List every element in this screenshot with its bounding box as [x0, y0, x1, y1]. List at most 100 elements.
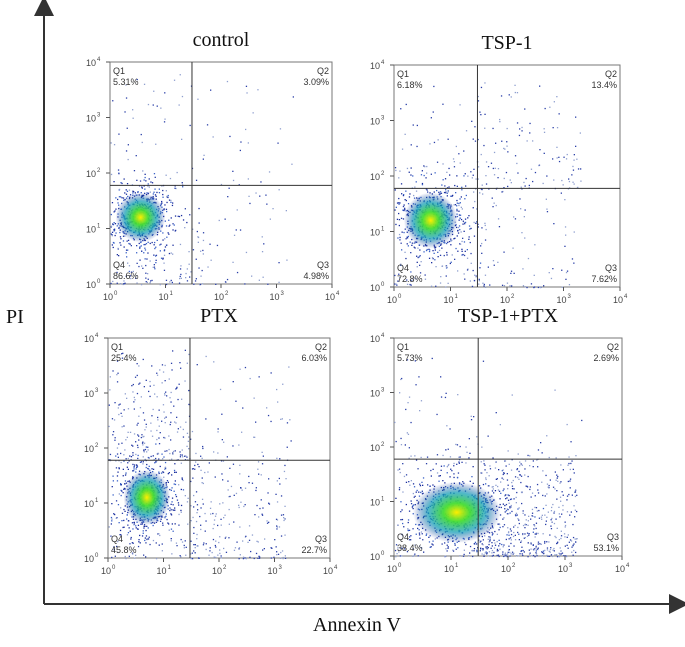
event-dot	[197, 98, 199, 100]
event-dot	[123, 409, 125, 411]
event-dot	[260, 181, 262, 183]
y-tick-exponent: 3	[381, 388, 385, 394]
event-dot	[437, 251, 439, 253]
event-dot	[518, 555, 520, 557]
event-dot	[412, 505, 414, 507]
event-dot	[394, 283, 396, 285]
event-dot	[140, 241, 142, 244]
event-dot	[487, 166, 490, 168]
event-dot	[548, 272, 550, 274]
event-dot	[143, 525, 145, 527]
event-dot	[565, 158, 568, 160]
event-dot	[527, 454, 529, 457]
quadrant-percent: 86.6%	[113, 271, 139, 281]
event-dot	[164, 118, 166, 120]
event-dot	[412, 507, 414, 510]
event-dot	[441, 184, 443, 186]
event-dot	[180, 367, 182, 369]
event-dot	[548, 541, 550, 543]
event-dot	[511, 394, 513, 396]
event-dot	[215, 540, 217, 542]
event-dot	[200, 250, 202, 252]
event-dot	[418, 529, 420, 531]
event-dot	[395, 283, 398, 285]
event-dot	[560, 500, 562, 502]
event-dot	[125, 275, 127, 277]
event-dot	[518, 533, 520, 535]
event-dot	[164, 364, 166, 367]
event-dot	[399, 471, 401, 474]
event-dot	[454, 544, 456, 546]
event-dot	[189, 276, 191, 278]
event-dot	[509, 512, 511, 514]
event-dot	[573, 262, 575, 264]
event-dot	[143, 244, 145, 246]
x-tick-label: 10	[501, 564, 511, 574]
event-dot	[401, 148, 404, 150]
event-dot	[110, 535, 112, 537]
event-dot	[574, 491, 576, 493]
event-dot	[408, 536, 411, 538]
event-dot	[233, 494, 235, 496]
event-dot	[135, 277, 137, 279]
event-dot	[572, 165, 574, 168]
event-dot	[285, 478, 287, 480]
event-dot	[440, 376, 442, 378]
event-dot	[228, 537, 230, 539]
event-dot	[259, 556, 261, 558]
event-dot	[504, 511, 506, 513]
event-dot	[220, 555, 222, 557]
event-dot	[173, 483, 175, 485]
event-dot	[412, 528, 414, 530]
event-dot	[241, 489, 243, 491]
event-dot	[152, 539, 155, 542]
event-dot	[213, 361, 215, 363]
event-dot	[531, 515, 533, 517]
event-dot	[530, 542, 532, 544]
event-dot	[484, 224, 486, 227]
event-dot	[127, 457, 129, 460]
event-dot	[145, 556, 147, 558]
event-dot	[462, 220, 464, 222]
event-dot	[469, 228, 471, 230]
event-dot	[413, 554, 415, 557]
event-dot	[123, 460, 125, 462]
event-dot	[552, 486, 555, 488]
event-dot	[186, 362, 188, 364]
event-dot	[554, 488, 556, 490]
event-dot	[436, 413, 438, 416]
event-dot	[260, 474, 262, 476]
event-dot	[276, 525, 278, 527]
event-dot	[121, 512, 124, 514]
event-dot	[528, 549, 530, 551]
event-dot	[535, 527, 537, 530]
event-dot	[398, 551, 400, 553]
event-dot	[125, 482, 128, 484]
event-dot	[472, 466, 474, 468]
event-dot	[446, 466, 448, 468]
event-dot	[416, 266, 418, 268]
event-dot	[186, 445, 188, 447]
event-dot	[497, 523, 499, 525]
event-dot	[413, 496, 415, 498]
event-dot	[290, 440, 292, 442]
event-dot	[410, 421, 412, 424]
event-dot	[572, 523, 574, 526]
event-dot	[524, 527, 526, 529]
event-dot	[433, 141, 436, 144]
event-dot	[531, 508, 534, 511]
y-tick-label: 10	[86, 114, 96, 124]
event-dot	[232, 463, 235, 465]
event-dot	[180, 273, 182, 276]
event-dot	[509, 537, 512, 539]
event-dot	[125, 473, 127, 475]
event-dot	[457, 270, 459, 272]
event-dot	[435, 285, 437, 287]
event-dot	[519, 461, 521, 463]
event-dot	[198, 557, 200, 559]
event-dot	[506, 555, 508, 558]
event-dot	[282, 383, 284, 385]
event-dot	[468, 225, 471, 227]
event-dot	[147, 183, 149, 185]
event-dot	[451, 195, 453, 197]
